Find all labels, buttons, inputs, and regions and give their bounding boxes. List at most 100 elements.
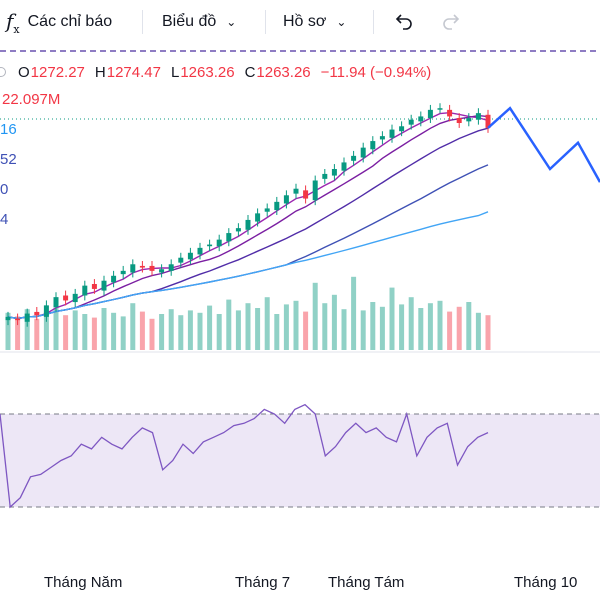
change-value: −11.94 (−0.94%) [320,63,432,81]
candle-body [331,169,337,176]
candle-body [274,201,280,211]
volume-bar [120,316,126,350]
volume-bar [15,316,21,350]
moving-average-line [7,164,489,320]
volume-bar [485,315,491,350]
candle-body [485,114,491,128]
volume-bar [399,304,405,350]
volume-bar [34,318,40,350]
volume-bar [255,308,261,350]
volume-bar [370,302,376,350]
volume-bar [168,309,174,350]
low-key: L [170,63,180,81]
forecast-line [487,106,600,183]
candle-body [34,311,40,316]
candle-body [447,109,453,117]
candle-body [82,285,88,296]
profile-label: Hồ sơ [283,13,327,30]
candle-body [91,284,97,289]
volume-bar [72,310,78,350]
volume-label: 22.097M [2,91,61,108]
undo-button[interactable] [394,0,414,44]
candle-body [226,233,232,242]
profile-button[interactable]: Hồ sơ ⌄ [283,0,346,44]
open-value: 1272.27 [30,63,85,81]
volume-bar [178,315,184,350]
candle-body [475,113,481,120]
ohlc-legend: O 1272.27 H 1274.47 L 1263.26 C 1263.26 … [0,61,441,83]
close-value: 1263.26 [256,63,311,81]
toolbar-divider [373,10,374,34]
high-key: H [94,63,106,81]
volume-bar [207,305,213,350]
chart-type-label: Biểu đồ [162,13,217,30]
candle-body [456,118,462,123]
candle-body [245,219,251,230]
ma-label-2: 52 [0,151,17,168]
volume-bar [91,317,97,350]
candle-body [408,119,414,125]
volume-bar [466,302,472,350]
candle-body [360,147,366,158]
volume-bar [24,309,30,350]
candle-body [168,264,174,271]
candle-body [53,297,59,307]
candle-body [466,118,472,122]
volume-bar [53,306,59,350]
candle-body [101,280,107,291]
candle-body [197,247,203,255]
redo-button[interactable] [441,0,461,44]
low-value: 1263.26 [180,63,235,81]
rsi-line [0,403,489,509]
candle-body [207,244,213,247]
x-tick-label: Tháng 7 [235,574,291,591]
moving-averages [7,111,489,320]
candle-body [130,264,136,273]
chart-type-button[interactable]: Biểu đồ ⌄ [162,0,236,44]
toolbar-bottom-border [0,50,600,52]
symbol-status-icon [0,67,6,77]
candle-body [283,195,289,204]
volume-bar [216,314,222,350]
volume-bar [447,311,453,350]
candles [5,103,491,327]
candle-body [235,228,241,232]
volume-bar [159,314,165,350]
candle-body [63,295,69,301]
volume-bar [418,308,424,350]
candle-body [24,313,30,322]
volume-bar [264,297,270,350]
undo-icon [395,14,412,30]
volume-bar [427,303,433,350]
volume-bar [130,303,136,350]
volume-bar [312,282,318,350]
candle-body [5,316,11,321]
moving-average-line [7,114,489,320]
candle-body [15,318,21,321]
time-axis: Tháng Năm Tháng 7 Tháng Tám Tháng 10 [0,574,600,596]
candle-body [120,270,126,275]
indicators-button[interactable]: fx Các chỉ báo [6,0,112,44]
x-tick-label: Tháng Năm [44,574,123,591]
volume-bar [389,287,395,350]
volume-bar [437,300,443,350]
volume-bar [456,306,462,350]
volume-bar [322,303,328,350]
open-key: O [18,63,30,81]
x-tick-label: Tháng Tám [328,574,405,591]
candle-body [370,141,376,150]
x-tick-label: Tháng 10 [514,574,578,591]
candle-body [187,252,193,260]
volume-bar [235,310,241,350]
volume-bar [475,312,481,350]
candle-body [72,293,78,303]
candle-body [437,108,443,110]
function-icon: fx [6,8,20,36]
ma-label-1: 16 [0,121,17,138]
candle-body [312,180,318,201]
volume-bar [379,306,385,350]
moving-average-line [7,211,489,320]
candle-body [322,173,328,179]
volume-bar [111,312,117,350]
